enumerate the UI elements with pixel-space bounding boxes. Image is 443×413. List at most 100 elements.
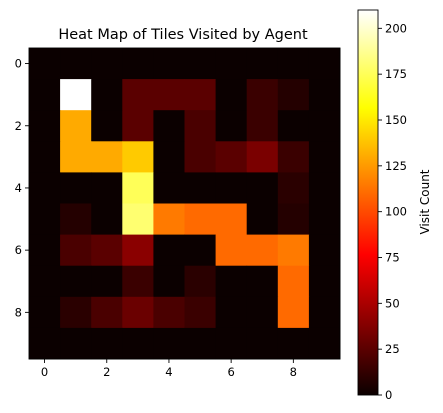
heatmap-cell-r0-c0: [29, 48, 61, 80]
heatmap-cell-r7-c2: [91, 265, 123, 298]
colorbar-label: Visit Count: [418, 169, 432, 234]
y-tick-label: 0: [15, 57, 22, 71]
heatmap-cell-r0-c9: [308, 48, 341, 80]
heatmap-cell-r1-c0: [29, 79, 61, 111]
heatmap-cell-r3-c5: [184, 141, 216, 173]
heatmap-cell-r7-c3: [122, 265, 154, 298]
heatmap-cell-r1-c9: [308, 79, 341, 111]
heatmap-cell-r1-c2: [91, 79, 123, 111]
heatmap-cell-r0-c1: [60, 48, 92, 80]
heatmap-cell-r1-c3: [122, 79, 154, 111]
heatmap-cell-r4-c9: [308, 172, 341, 204]
heatmap-cell-r0-c6: [215, 48, 248, 80]
heatmap-cell-r5-c9: [308, 203, 341, 235]
heatmap-cell-r0-c2: [91, 48, 123, 80]
heatmap-cell-r8-c4: [153, 296, 185, 329]
heatmap-cell-r7-c7: [246, 265, 279, 298]
colorbar-tick-label: 200: [385, 21, 407, 35]
x-tick-label: 8: [290, 365, 297, 379]
heatmap-cell-r6-c9: [308, 234, 341, 267]
y-axis: 0 2 4 6 8: [15, 57, 29, 319]
x-tick-label: 4: [165, 365, 172, 379]
heatmap-cell-r0-c3: [122, 48, 154, 80]
colorbar-tick-label: 0: [385, 388, 392, 402]
colorbar-tick-label: 75: [385, 251, 400, 265]
heatmap-cell-r4-c6: [215, 172, 248, 204]
heatmap-cell-r3-c2: [91, 141, 123, 173]
heatmap-cell-r0-c5: [184, 48, 216, 80]
y-tick-label: 6: [15, 243, 22, 257]
chart-title: Heat Map of Tiles Visited by Agent: [58, 27, 308, 43]
heatmap-cell-r7-c6: [215, 265, 248, 298]
heatmap-cell-r3-c8: [277, 141, 310, 173]
heatmap-cell-r4-c3: [122, 172, 154, 204]
heatmap-cell-r4-c0: [29, 172, 61, 204]
heatmap-cell-r8-c0: [29, 296, 61, 329]
heatmap-cell-r6-c0: [29, 234, 61, 267]
heatmap-cell-r6-c7: [246, 234, 279, 267]
heatmap-cell-r2-c1: [60, 110, 92, 142]
heatmap-cell-r2-c2: [91, 110, 123, 142]
heatmap-cell-r8-c8: [277, 296, 310, 329]
heatmap-cell-r8-c5: [184, 296, 216, 329]
heatmap-cell-r9-c2: [91, 327, 123, 360]
heatmap-cell-r3-c3: [122, 141, 154, 173]
heatmap-cell-r9-c3: [122, 327, 154, 360]
plot-frame: [28, 47, 341, 360]
heatmap-cell-r2-c4: [153, 110, 185, 142]
heatmap-cell-r8-c7: [246, 296, 279, 329]
colorbar-tick-label: 50: [385, 296, 400, 310]
heatmap-cell-r7-c9: [308, 265, 341, 298]
x-tick-label: 2: [103, 365, 110, 379]
heatmap-cell-r4-c7: [246, 172, 279, 204]
heatmap-cell-r9-c9: [308, 327, 341, 360]
y-tick-label: 4: [15, 181, 22, 195]
heatmap-cell-r5-c8: [277, 203, 310, 235]
heatmap-cell-r1-c7: [246, 79, 279, 111]
heatmap-cell-r9-c1: [60, 327, 92, 360]
colorbar-tick-label: 125: [385, 159, 407, 173]
heatmap-cell-r8-c2: [91, 296, 123, 329]
heatmap-cell-r1-c8: [277, 79, 310, 111]
x-axis: 0 2 4 6 8: [41, 359, 297, 379]
heatmap-cell-r8-c3: [122, 296, 154, 329]
heatmap-cell-r5-c2: [91, 203, 123, 235]
heatmap-cell-r0-c8: [277, 48, 310, 80]
heatmap-cell-r9-c4: [153, 327, 185, 360]
heatmap-cell-r5-c7: [246, 203, 279, 235]
heatmap-cell-r5-c4: [153, 203, 185, 235]
heatmap-cell-r3-c7: [246, 141, 279, 173]
heatmap-cell-r2-c7: [246, 110, 279, 142]
heatmap-cell-r3-c4: [153, 141, 185, 173]
y-tick-label: 2: [15, 119, 22, 133]
heatmap-cell-r3-c6: [215, 141, 248, 173]
heatmap-cell-r2-c3: [122, 110, 154, 142]
heatmap-cell-r6-c5: [184, 234, 216, 267]
heatmap-cell-r9-c7: [246, 327, 279, 360]
colorbar-tick-label: 25: [385, 342, 400, 356]
colorbar-axis: 0 25 50 75 100 125 150 175 200: [378, 21, 407, 402]
heatmap-cell-r8-c6: [215, 296, 248, 329]
colorbar-tick-label: 100: [385, 205, 407, 219]
heatmap-cell-r6-c1: [60, 234, 92, 267]
heatmap-cell-r2-c0: [29, 110, 61, 142]
heatmap-cell-r4-c8: [277, 172, 310, 204]
heatmap-cell-r1-c6: [215, 79, 248, 111]
heatmap-cell-r7-c4: [153, 265, 185, 298]
heatmap-grid: [29, 48, 341, 360]
heatmap-cell-r7-c0: [29, 265, 61, 298]
heatmap-cell-r6-c4: [153, 234, 185, 267]
heatmap-cell-r5-c1: [60, 203, 92, 235]
heatmap-cell-r4-c2: [91, 172, 123, 204]
heatmap-cell-r7-c1: [60, 265, 92, 298]
heatmap-cell-r5-c5: [184, 203, 216, 235]
heatmap-cell-r7-c5: [184, 265, 216, 298]
heatmap-cell-r3-c1: [60, 141, 92, 173]
heatmap-cell-r9-c0: [29, 327, 61, 360]
heatmap-cell-r8-c9: [308, 296, 341, 329]
colorbar: [357, 9, 379, 396]
colorbar-tick-label: 150: [385, 113, 407, 127]
heatmap-cell-r3-c9: [308, 141, 341, 173]
heatmap-cell-r6-c2: [91, 234, 123, 267]
